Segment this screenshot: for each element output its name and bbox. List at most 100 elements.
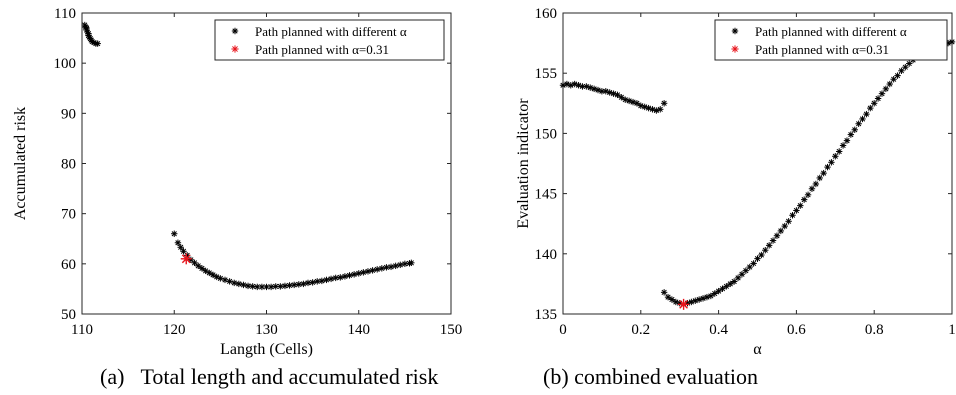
data-point bbox=[711, 290, 718, 297]
data-point bbox=[773, 232, 781, 239]
series-different-alpha bbox=[81, 21, 415, 291]
data-point bbox=[824, 163, 831, 171]
data-point bbox=[765, 242, 773, 249]
chart-a: 110 120 130 140 150 50 60 70 80 90 100 110 Langth (C… bbox=[12, 6, 462, 358]
chart-b: 0 0.2 0.4 0.6 0.8 1 135 140 145 150 155 160 α Evaluat… bbox=[515, 6, 956, 358]
data-point bbox=[198, 265, 206, 272]
y-tick-label: 50 bbox=[61, 307, 76, 323]
data-point bbox=[346, 272, 353, 279]
data-point bbox=[177, 244, 184, 251]
data-point bbox=[948, 38, 956, 46]
data-point bbox=[364, 268, 372, 275]
data-point bbox=[397, 261, 404, 269]
data-point bbox=[812, 180, 820, 188]
data-point bbox=[171, 230, 178, 237]
data-point bbox=[769, 237, 777, 244]
data-point bbox=[835, 148, 843, 155]
data-point bbox=[195, 262, 202, 270]
y-axis-label: Evaluation indicator bbox=[515, 98, 532, 229]
data-point bbox=[387, 263, 395, 271]
x-tick-label: 130 bbox=[255, 322, 278, 338]
y-tick-label: 160 bbox=[535, 6, 558, 22]
x-tick-label: 150 bbox=[440, 322, 463, 338]
data-point bbox=[369, 267, 376, 274]
data-point bbox=[660, 289, 668, 296]
data-point bbox=[804, 191, 812, 199]
data-point bbox=[678, 298, 690, 310]
data-point bbox=[750, 260, 757, 267]
x-tick-label: 120 bbox=[163, 322, 186, 338]
data-point bbox=[847, 131, 855, 138]
data-point bbox=[360, 269, 367, 276]
data-point bbox=[878, 90, 886, 97]
x-tick-label: 0.8 bbox=[865, 322, 884, 338]
data-point bbox=[286, 282, 293, 289]
y-axis-label: Accumulated risk bbox=[12, 107, 29, 220]
data-point bbox=[797, 202, 804, 209]
data-point bbox=[898, 67, 905, 74]
data-point bbox=[758, 251, 765, 259]
data-point bbox=[828, 159, 835, 166]
data-point bbox=[341, 273, 349, 280]
legend-box bbox=[714, 19, 948, 61]
x-tick-label: 140 bbox=[348, 322, 371, 338]
data-point bbox=[180, 253, 192, 265]
data-point bbox=[859, 115, 866, 123]
data-point bbox=[401, 260, 409, 268]
data-point bbox=[894, 72, 901, 79]
legend: Path planned with different α Path planne… bbox=[214, 19, 445, 61]
data-point bbox=[235, 280, 243, 288]
y-tick-label: 60 bbox=[61, 257, 76, 273]
legend-entry: Path planned with different α bbox=[755, 24, 907, 39]
series-alpha-0-31 bbox=[678, 298, 690, 310]
y-tick-label: 110 bbox=[54, 6, 76, 22]
data-point bbox=[226, 278, 233, 285]
legend-marker bbox=[231, 27, 239, 35]
data-point bbox=[304, 279, 312, 287]
data-point bbox=[660, 100, 668, 107]
data-point bbox=[309, 279, 316, 286]
data-point bbox=[337, 274, 344, 281]
data-point bbox=[267, 283, 275, 291]
data-point bbox=[174, 239, 182, 246]
data-point bbox=[231, 279, 238, 287]
x-axis-label: α bbox=[753, 341, 762, 358]
x-axis-label: Langth (Cells) bbox=[220, 341, 313, 358]
caption-b: (b) combined evaluation bbox=[543, 364, 759, 389]
data-point bbox=[244, 282, 252, 290]
data-point bbox=[832, 153, 839, 160]
y-tick-label: 90 bbox=[61, 106, 76, 122]
data-point bbox=[742, 267, 750, 274]
data-point bbox=[323, 276, 330, 284]
data-point bbox=[843, 137, 851, 144]
data-point bbox=[754, 255, 761, 262]
data-point bbox=[327, 275, 335, 283]
caption-a: (a) Total length and accumulated risk bbox=[100, 364, 439, 389]
data-point bbox=[355, 270, 362, 277]
data-point bbox=[94, 40, 101, 47]
data-point bbox=[350, 271, 358, 278]
data-point bbox=[249, 283, 256, 290]
data-point bbox=[781, 222, 788, 230]
data-point bbox=[874, 95, 882, 102]
y-tick-label: 150 bbox=[535, 126, 558, 142]
legend-entry: Path planned with α=0.31 bbox=[255, 42, 389, 57]
data-point bbox=[240, 281, 247, 289]
data-point bbox=[800, 196, 808, 203]
data-point bbox=[882, 85, 890, 93]
data-point bbox=[378, 265, 386, 272]
y-tick-label: 70 bbox=[61, 207, 76, 223]
data-point bbox=[727, 280, 734, 288]
data-point bbox=[374, 266, 381, 273]
data-point bbox=[863, 110, 870, 118]
data-point bbox=[180, 248, 187, 255]
x-tick-label: 110 bbox=[71, 322, 93, 338]
data-point bbox=[890, 76, 897, 83]
data-point bbox=[886, 80, 893, 88]
data-point bbox=[839, 142, 847, 149]
y-tick-label: 155 bbox=[535, 66, 558, 82]
data-point bbox=[719, 285, 726, 292]
data-point bbox=[383, 264, 390, 271]
data-point bbox=[610, 90, 617, 97]
data-point bbox=[217, 275, 224, 282]
